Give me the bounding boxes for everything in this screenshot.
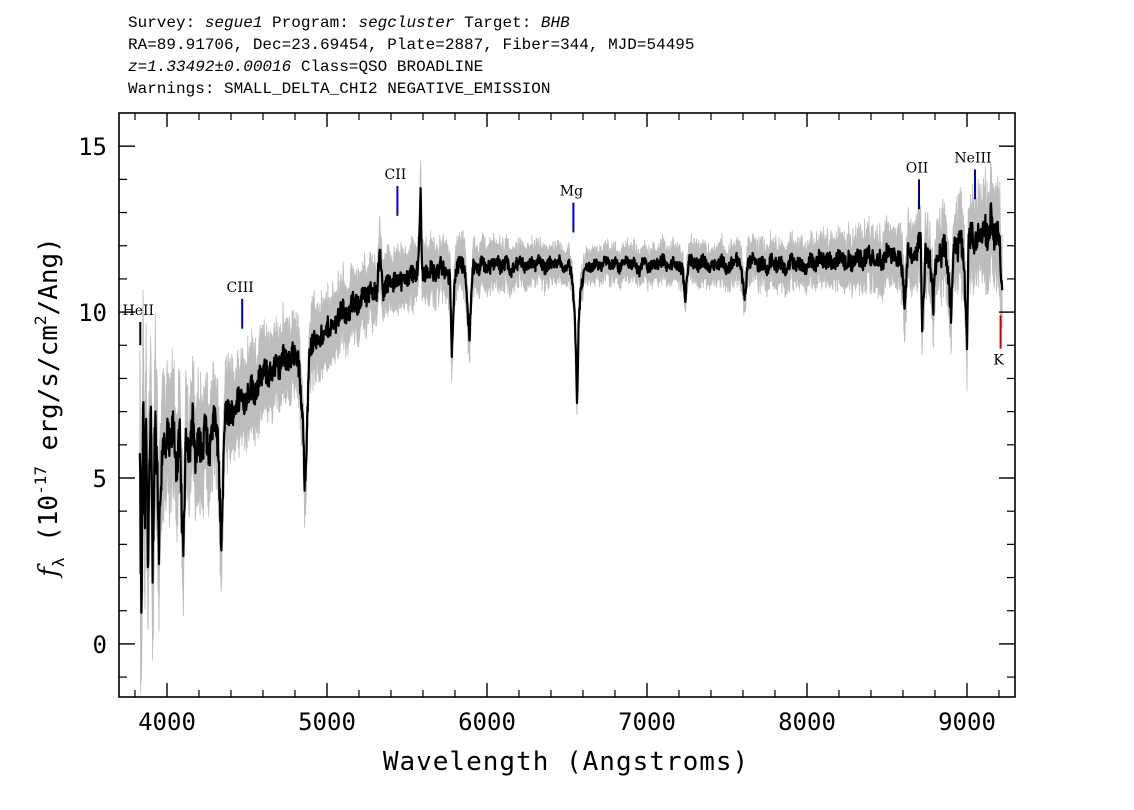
y-label-exp2: 2 — [31, 315, 50, 325]
class-value: Class=QSO BROADLINE — [300, 58, 484, 76]
survey-line: Survey: segue1 Program: segcluster Targe… — [128, 12, 695, 34]
x-tick-label: 7000 — [618, 708, 676, 736]
x-tick-label: 4000 — [138, 708, 196, 736]
flux-line — [138, 187, 1004, 614]
x-tick-label: 9000 — [938, 708, 996, 736]
y-tick-label: 0 — [93, 631, 107, 659]
error-band-layer — [139, 160, 1003, 694]
y-label-exp1: -17 — [31, 466, 50, 495]
x-tick-label: 5000 — [298, 708, 356, 736]
redshift-line: z=1.33492±0.00016 Class=QSO BROADLINE — [128, 56, 695, 78]
warnings-line: Warnings: SMALL_DELTA_CHI2 NEGATIVE_EMIS… — [128, 80, 551, 98]
y-axis-label: fλ (10-17 erg/s/cm2/Ang) — [31, 237, 68, 579]
program-value: segcluster — [358, 14, 455, 32]
y-label-part2: erg/s/cm — [34, 325, 64, 466]
line-label: K — [993, 353, 1004, 369]
survey-value: segue1 — [204, 14, 263, 32]
line-label: CII — [385, 167, 407, 183]
program-label: Program: — [272, 14, 349, 32]
line-label: Mg — [560, 184, 583, 200]
line-label: NeIII — [954, 150, 991, 166]
line-annotations: HeII CIII CII Mg OII NeIII K — [122, 150, 1004, 368]
flux-layer — [138, 187, 1004, 614]
x-tick-label: 6000 — [458, 708, 516, 736]
x-tick-label: 8000 — [778, 708, 836, 736]
line-label: OII — [906, 160, 929, 176]
axis-ticks: 4000 5000 6000 7000 8000 9000 0 5 10 15 — [78, 113, 1015, 736]
y-tick-label: 15 — [78, 133, 107, 161]
y-label-part1: (10 — [34, 495, 64, 558]
y-label-lambda: λ — [49, 557, 68, 567]
redshift-value: z=1.33492±0.00016 — [128, 58, 292, 76]
y-tick-label: 5 — [93, 465, 107, 493]
line-label: HeII — [122, 303, 154, 319]
coords-line: RA=89.91706, Dec=23.69454, Plate=2887, F… — [128, 36, 695, 54]
y-tick-label: 10 — [78, 299, 107, 327]
spectrum-header: Survey: segue1 Program: segcluster Targe… — [128, 12, 695, 100]
survey-label: Survey: — [128, 14, 196, 32]
y-label-part3: /Ang) — [34, 237, 64, 315]
x-axis-label: Wavelength (Angstroms) — [383, 747, 749, 777]
plot-frame — [118, 112, 1016, 698]
target-label: Target: — [464, 14, 532, 32]
error-band — [139, 160, 1003, 694]
line-label: CIII — [227, 280, 254, 296]
target-value: BHB — [540, 14, 570, 32]
